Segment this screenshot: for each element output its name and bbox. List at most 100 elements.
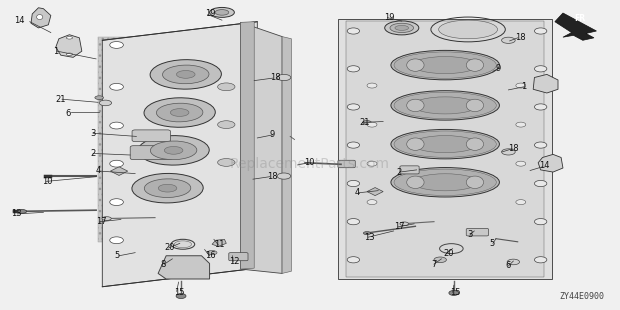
Ellipse shape — [391, 167, 500, 197]
Ellipse shape — [534, 219, 547, 225]
Ellipse shape — [502, 37, 515, 43]
Ellipse shape — [110, 83, 123, 90]
Text: 5: 5 — [490, 239, 495, 248]
Ellipse shape — [37, 15, 43, 20]
Polygon shape — [241, 22, 254, 269]
Ellipse shape — [367, 200, 377, 205]
Polygon shape — [212, 239, 226, 246]
Ellipse shape — [95, 96, 104, 100]
Text: FR: FR — [574, 14, 585, 23]
Ellipse shape — [218, 159, 235, 166]
Ellipse shape — [144, 98, 215, 127]
Ellipse shape — [347, 180, 360, 187]
Ellipse shape — [534, 257, 547, 263]
Ellipse shape — [347, 28, 360, 34]
Text: 20: 20 — [443, 249, 454, 258]
Ellipse shape — [534, 142, 547, 148]
Ellipse shape — [516, 200, 526, 205]
Polygon shape — [98, 37, 260, 242]
Ellipse shape — [277, 74, 291, 81]
Ellipse shape — [218, 83, 235, 91]
Ellipse shape — [434, 257, 446, 263]
Text: 7: 7 — [431, 259, 436, 269]
Text: 3: 3 — [90, 129, 95, 138]
Polygon shape — [282, 37, 291, 273]
Text: 1: 1 — [53, 46, 58, 56]
Text: 18: 18 — [270, 73, 280, 82]
Ellipse shape — [138, 135, 209, 165]
Ellipse shape — [449, 290, 459, 295]
Polygon shape — [158, 256, 210, 279]
Ellipse shape — [176, 294, 186, 299]
Ellipse shape — [367, 83, 377, 88]
Ellipse shape — [466, 176, 484, 188]
Ellipse shape — [394, 92, 496, 118]
Ellipse shape — [367, 161, 377, 166]
Ellipse shape — [394, 52, 496, 78]
Ellipse shape — [132, 173, 203, 203]
Polygon shape — [31, 8, 51, 28]
Text: 12: 12 — [229, 257, 240, 267]
Ellipse shape — [347, 219, 360, 225]
Text: 18: 18 — [267, 172, 277, 181]
Text: ReplacementParts.com: ReplacementParts.com — [230, 157, 390, 171]
Ellipse shape — [110, 237, 123, 244]
Ellipse shape — [347, 66, 360, 72]
Ellipse shape — [347, 142, 360, 148]
Ellipse shape — [507, 259, 520, 265]
Ellipse shape — [395, 25, 409, 30]
FancyBboxPatch shape — [466, 228, 489, 236]
Ellipse shape — [413, 135, 477, 153]
Text: 21: 21 — [56, 95, 66, 104]
Ellipse shape — [400, 222, 409, 226]
Text: 19: 19 — [205, 9, 215, 19]
Ellipse shape — [66, 53, 73, 55]
Ellipse shape — [170, 108, 189, 117]
Text: 18: 18 — [508, 144, 519, 153]
Ellipse shape — [151, 141, 197, 160]
Ellipse shape — [534, 28, 547, 34]
Ellipse shape — [156, 103, 203, 122]
Ellipse shape — [158, 184, 177, 192]
Text: 11: 11 — [214, 240, 224, 250]
Ellipse shape — [391, 91, 500, 120]
Ellipse shape — [413, 174, 477, 191]
Ellipse shape — [110, 122, 123, 129]
Text: 10: 10 — [42, 177, 53, 186]
Ellipse shape — [367, 122, 377, 127]
Text: 2: 2 — [90, 149, 95, 158]
Ellipse shape — [363, 232, 371, 235]
Ellipse shape — [534, 104, 547, 110]
Text: 17: 17 — [96, 217, 107, 226]
Polygon shape — [102, 22, 257, 287]
Ellipse shape — [363, 121, 371, 124]
Ellipse shape — [466, 138, 484, 150]
Ellipse shape — [534, 66, 547, 72]
Text: 9: 9 — [270, 130, 275, 140]
Ellipse shape — [164, 147, 183, 154]
Polygon shape — [555, 13, 596, 40]
Ellipse shape — [394, 131, 496, 157]
Ellipse shape — [277, 173, 291, 179]
Ellipse shape — [407, 176, 424, 188]
Ellipse shape — [384, 21, 419, 35]
Ellipse shape — [466, 99, 484, 112]
Text: 9: 9 — [496, 64, 501, 73]
Text: 15: 15 — [174, 287, 184, 297]
Ellipse shape — [66, 37, 73, 39]
Ellipse shape — [347, 257, 360, 263]
Text: 2: 2 — [397, 167, 402, 177]
Ellipse shape — [407, 138, 424, 150]
Polygon shape — [338, 19, 552, 279]
Text: 21: 21 — [360, 118, 370, 127]
Text: 6: 6 — [505, 261, 511, 271]
Ellipse shape — [391, 50, 500, 80]
Text: ZY44E0900: ZY44E0900 — [559, 292, 604, 301]
Ellipse shape — [407, 99, 424, 112]
Ellipse shape — [110, 160, 123, 167]
Text: 18: 18 — [515, 33, 525, 42]
Ellipse shape — [516, 161, 526, 166]
Ellipse shape — [174, 241, 192, 248]
Polygon shape — [533, 74, 558, 93]
Ellipse shape — [110, 42, 123, 48]
